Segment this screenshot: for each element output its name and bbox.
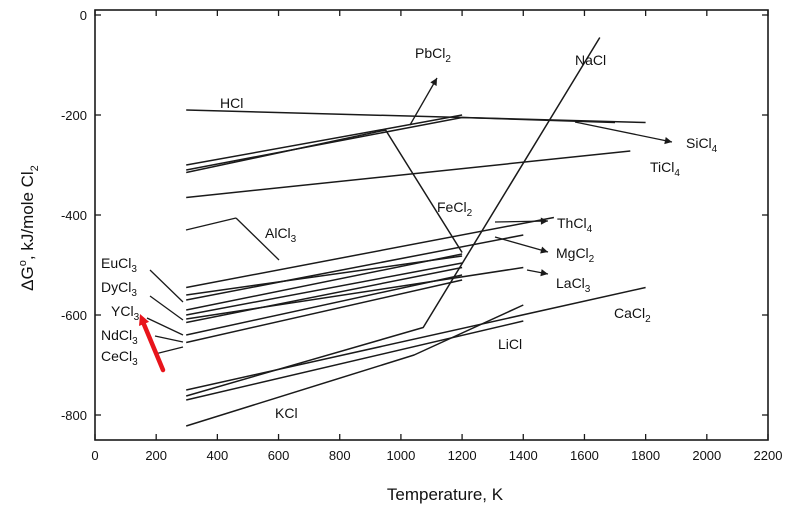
annotation-licl: LiCl xyxy=(498,336,522,352)
series-line-eucl3 xyxy=(186,255,463,296)
annotation-kcl: KCl xyxy=(275,405,298,421)
annotation-sicl4: SiCl4 xyxy=(686,135,718,155)
y-axis-title-subscript: 2 xyxy=(29,165,41,171)
x-tick-label: 0 xyxy=(91,448,98,463)
annotation-pbcl2: PbCl2 xyxy=(415,45,451,65)
y-axis-title-unit: , kJ/mole Cl xyxy=(18,171,37,260)
x-tick-label: 1600 xyxy=(570,448,599,463)
annotation-dycl3: DyCl3 xyxy=(101,279,137,299)
annotation-ycl3: YCl3 xyxy=(111,303,140,323)
x-tick-label: 1400 xyxy=(509,448,538,463)
series-line-dycl3 xyxy=(186,262,463,316)
x-axis-title: Temperature, K xyxy=(387,485,504,504)
annotation-alcl3: AlCl3 xyxy=(265,225,297,245)
y-axis-title-superscript: o xyxy=(17,260,29,266)
plot-border xyxy=(94,9,769,441)
series-line-lacl3 xyxy=(186,266,524,320)
leader-line xyxy=(154,346,184,355)
annotation-cecl3: CeCl3 xyxy=(101,348,138,368)
series-annotations: HCl PbCl2 NaCl SiCl4 TiCl4 FeCl2 AlCl3 ThCl4 MgC… xyxy=(101,45,718,421)
annotation-thcl4: ThCl4 xyxy=(557,215,593,235)
axis-ticks: 0 200 400 600 800 1000 1200 1400 1600 1800 2000 220… xyxy=(61,8,782,463)
annotation-nacl: NaCl xyxy=(575,52,606,68)
leader-arrowhead xyxy=(540,269,548,277)
annotation-fecl2: FeCl2 xyxy=(437,199,473,219)
leader-line xyxy=(149,295,184,321)
leader-line xyxy=(235,217,280,261)
x-tick-label: 1800 xyxy=(631,448,660,463)
series-line-alcl3 xyxy=(186,253,463,311)
x-tick-label: 400 xyxy=(207,448,229,463)
x-tick-label: 600 xyxy=(268,448,290,463)
annotation-cacl2: CaCl2 xyxy=(614,305,651,325)
highlight-arrowhead xyxy=(139,314,150,326)
leader-arrowhead xyxy=(540,217,548,225)
leader-arrowhead xyxy=(664,137,672,145)
y-tick-label: -400 xyxy=(61,208,87,223)
series-line-pbcl2 xyxy=(186,114,463,166)
y-tick-label: -800 xyxy=(61,408,87,423)
series-line-thcl4 xyxy=(186,216,555,289)
y-tick-label: -600 xyxy=(61,308,87,323)
leader-line xyxy=(149,269,184,303)
leader-line xyxy=(154,335,184,343)
series-line-nacl xyxy=(185,37,601,397)
series-line-mgcl2 xyxy=(186,234,524,301)
series-line-fecl2 xyxy=(186,129,463,253)
x-tick-label: 200 xyxy=(145,448,167,463)
leader-line xyxy=(574,121,673,143)
leader-line xyxy=(185,217,237,231)
series-line-kcl xyxy=(185,304,524,427)
x-tick-label: 2200 xyxy=(754,448,783,463)
x-tick-label: 2000 xyxy=(692,448,721,463)
x-tick-label: 1200 xyxy=(448,448,477,463)
series-line-sicl4 xyxy=(186,116,616,171)
series-line-licl xyxy=(186,320,524,401)
series-line-cecl3 xyxy=(186,279,463,344)
annotation-eucl3: EuCl3 xyxy=(101,255,137,275)
x-tick-label: 800 xyxy=(329,448,351,463)
series-line-ndcl3 xyxy=(186,274,463,336)
y-tick-label: 0 xyxy=(80,8,87,23)
highlight-arrow-shaft xyxy=(140,319,166,373)
leader-arrowhead xyxy=(430,78,437,86)
leader-line xyxy=(494,236,549,253)
highlight-arrow xyxy=(139,314,166,373)
leader-line xyxy=(409,77,438,126)
y-tick-label: -200 xyxy=(61,108,87,123)
series-line-ycl3 xyxy=(186,266,463,324)
leader-line xyxy=(146,317,184,336)
annotation-hcl: HCl xyxy=(220,95,243,111)
series-line-ticl4 xyxy=(186,150,631,199)
plot-frame xyxy=(94,9,769,441)
label-arrows xyxy=(146,77,673,355)
annotation-lacl3: LaCl3 xyxy=(556,275,591,295)
leader-arrowhead xyxy=(540,246,548,254)
leader-line xyxy=(494,220,549,223)
series-line-cacl2 xyxy=(186,286,646,391)
y-axis-title: ΔGo, kJ/mole Cl2 xyxy=(17,165,41,291)
x-tick-label: 1000 xyxy=(386,448,415,463)
annotation-ndcl3: NdCl3 xyxy=(101,327,138,347)
annotation-ticl4: TiCl4 xyxy=(650,159,680,179)
annotation-mgcl2: MgCl2 xyxy=(556,245,595,265)
y-axis-title-delta-g: ΔG xyxy=(18,266,37,291)
series-layer xyxy=(185,37,646,427)
